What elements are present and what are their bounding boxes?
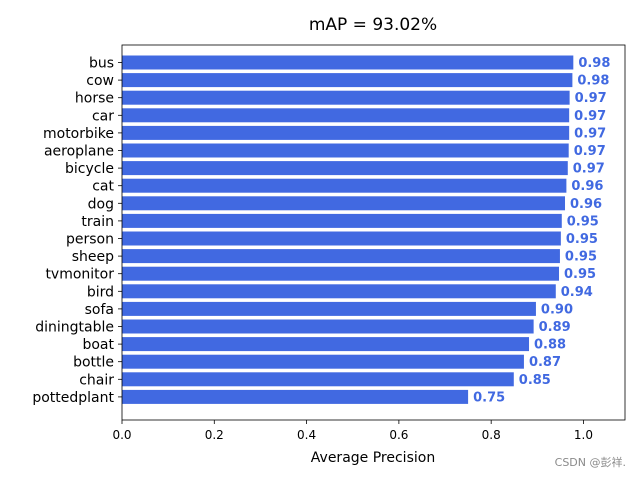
bar-diningtable	[122, 319, 534, 334]
value-label-bird: 0.94	[561, 285, 593, 300]
value-label-sheep: 0.95	[565, 250, 597, 265]
x-tick-label-0.4: 0.4	[297, 428, 316, 442]
category-label-bicycle: bicycle	[65, 161, 114, 177]
category-label-boat: boat	[82, 337, 114, 353]
x-axis-label: Average Precision	[311, 450, 435, 466]
value-label-cat: 0.96	[571, 179, 603, 194]
bar-boat	[122, 337, 530, 352]
value-label-diningtable: 0.89	[539, 320, 571, 335]
bar-bus	[122, 55, 574, 70]
bar-sofa	[122, 301, 536, 316]
category-label-diningtable: diningtable	[35, 320, 114, 336]
value-label-cow: 0.98	[577, 74, 609, 89]
bar-dog	[122, 196, 566, 211]
category-label-car: car	[92, 108, 114, 124]
bar-cow	[122, 73, 573, 88]
category-label-chair: chair	[79, 372, 114, 388]
bar-chair	[122, 372, 514, 387]
bar-car	[122, 108, 570, 123]
bar-aeroplane	[122, 143, 569, 158]
bar-cat	[122, 178, 567, 193]
value-label-person: 0.95	[566, 232, 598, 247]
value-label-chair: 0.85	[519, 373, 551, 388]
bar-pottedplant	[122, 389, 469, 404]
chart-title: mAP = 93.02%	[309, 15, 437, 35]
x-tick-label-0.6: 0.6	[389, 428, 408, 442]
category-label-cat: cat	[92, 179, 114, 195]
category-label-train: train	[81, 214, 114, 230]
category-label-pottedplant: pottedplant	[32, 390, 114, 406]
category-label-bird: bird	[87, 284, 114, 300]
value-label-train: 0.95	[567, 214, 599, 229]
value-label-boat: 0.88	[534, 338, 566, 353]
axes-frame	[121, 44, 626, 421]
value-label-bottle: 0.87	[529, 355, 561, 370]
value-label-dog: 0.96	[570, 197, 602, 212]
plot-area: bus 0.98 cow 0.98 horse 0.97 car 0.97 motorbike 0…	[32, 44, 626, 442]
value-label-bicycle: 0.97	[573, 162, 605, 177]
watermark: CSDN @彭祥.	[554, 456, 626, 469]
value-label-tvmonitor: 0.95	[564, 267, 596, 282]
category-label-aeroplane: aeroplane	[44, 144, 114, 160]
value-label-horse: 0.97	[575, 91, 607, 106]
bar-bicycle	[122, 161, 568, 176]
category-label-person: person	[66, 232, 114, 248]
category-label-cow: cow	[86, 73, 114, 89]
x-tick-label-0.0: 0.0	[112, 428, 131, 442]
bar-person	[122, 231, 561, 246]
x-tick-label-0.8: 0.8	[482, 428, 501, 442]
category-label-sofa: sofa	[85, 302, 114, 318]
bar-bird	[122, 284, 556, 299]
category-label-tvmonitor: tvmonitor	[45, 267, 114, 283]
category-label-dog: dog	[88, 196, 114, 212]
bar-tvmonitor	[122, 266, 560, 281]
bar-horse	[122, 90, 570, 105]
category-label-sheep: sheep	[72, 249, 114, 265]
value-label-sofa: 0.90	[541, 302, 573, 317]
value-label-motorbike: 0.97	[574, 126, 606, 141]
category-label-bottle: bottle	[73, 355, 114, 371]
category-label-horse: horse	[75, 91, 114, 107]
bar-motorbike	[122, 125, 570, 140]
value-label-bus: 0.98	[578, 56, 610, 71]
category-label-bus: bus	[89, 56, 114, 72]
value-label-aeroplane: 0.97	[574, 144, 606, 159]
value-label-pottedplant: 0.75	[473, 390, 505, 405]
category-label-motorbike: motorbike	[43, 126, 114, 142]
bar-sheep	[122, 249, 560, 264]
x-tick-label-1.0: 1.0	[574, 428, 593, 442]
value-label-car: 0.97	[574, 109, 606, 124]
bar-bottle	[122, 354, 524, 369]
bar-train	[122, 213, 562, 228]
x-tick-label-0.2: 0.2	[205, 428, 224, 442]
